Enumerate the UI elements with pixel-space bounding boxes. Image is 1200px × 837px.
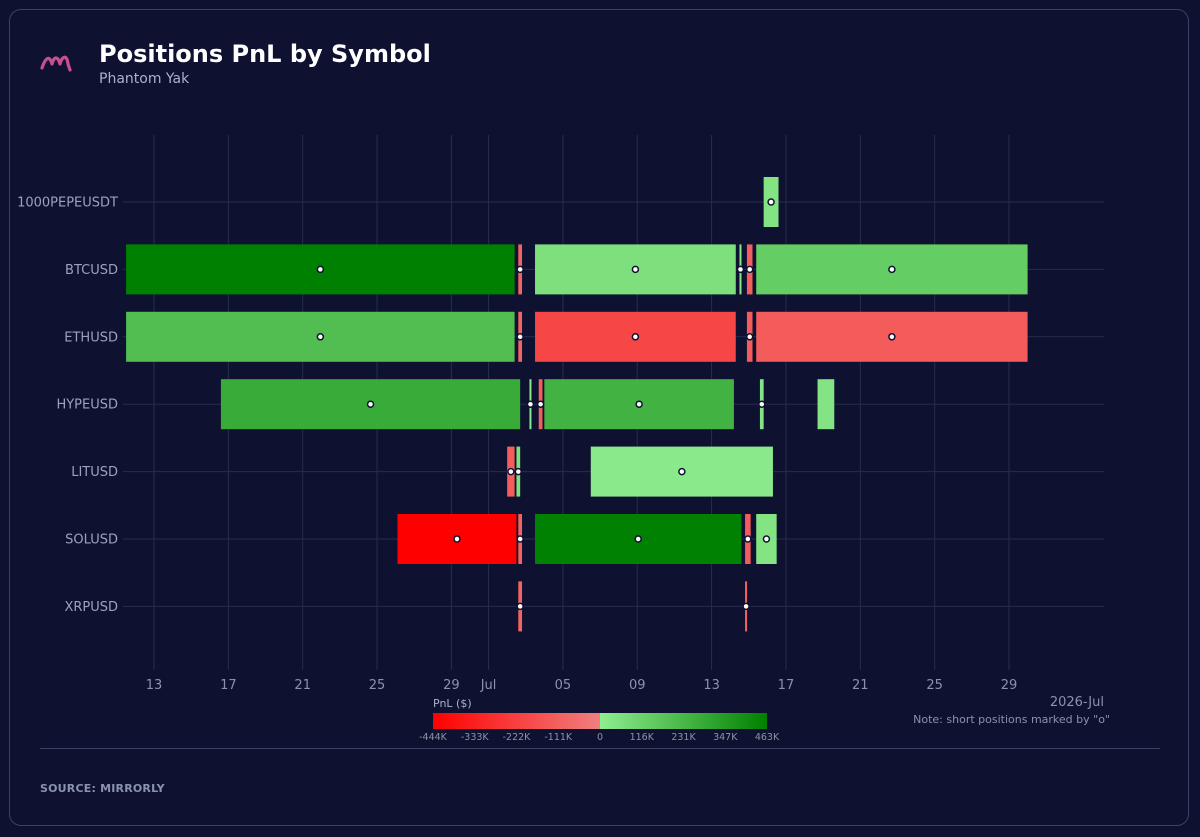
x-axis-period-label: 2026-Jul [1050,695,1104,710]
colorbar-tick-label: -222K [503,732,532,743]
short-marker [516,265,524,274]
short-position-markers [316,198,896,611]
y-tick-label: BTCUSD [65,263,118,278]
short-marker [745,265,754,274]
x-tick-label: 13 [703,678,720,693]
short-marker [767,198,775,206]
position-bar[interactable] [817,379,835,430]
colorbar-tick-label: 463K [755,732,780,743]
x-tick-label: Jul [480,678,497,693]
short-marker [366,400,375,408]
colorbar-label: PnL ($) [433,697,472,710]
short-marker [631,265,640,274]
short-marker [516,333,524,341]
x-tick-label: 17 [220,678,237,693]
page-title: Positions PnL by Symbol [99,40,431,68]
short-marker [536,400,545,408]
footer-divider [40,748,1160,749]
short-marker [678,467,686,476]
short-marker [762,535,771,543]
short-marker [736,265,745,274]
y-tick-label: SOLUSD [65,533,118,548]
short-marker [526,400,535,408]
colorbar-tick-label: 116K [630,732,655,743]
x-tick-label: 09 [629,678,646,693]
colorbar-tick-label: -444K [419,732,448,743]
x-tick-label: 17 [778,678,795,693]
positions-timeline-chart: 1000PEPEUSDT BTCUSD ETHUSD HYPEUSD LITUSD SOL… [17,135,1110,743]
short-marker [742,602,750,611]
mirrorly-m-logo-icon [40,55,72,72]
colorbar-negative-gradient [433,713,600,729]
source-label: SOURCE: MIRRORLY [40,782,165,795]
x-axis-labels: 13 17 21 25 29 Jul 05 09 13 17 21 25 29 [146,678,1018,693]
colorbar-tick-label: 0 [597,732,603,743]
short-positions-note: Note: short positions marked by "o" [913,713,1110,726]
x-tick-label: 05 [555,678,572,693]
short-marker [634,535,642,543]
y-axis-labels: 1000PEPEUSDT BTCUSD ETHUSD HYPEUSD LITUSD SOL… [17,196,118,615]
short-marker [888,265,896,274]
short-marker [316,333,325,341]
colorbar-positive-gradient [600,713,767,729]
short-marker [316,265,325,274]
x-tick-label: 25 [926,678,943,693]
short-marker [758,400,766,408]
y-tick-label: XRPUSD [64,600,118,615]
x-tick-label: 21 [852,678,869,693]
pnl-colorbar: PnL ($) -444K -333K -222K -111K 0 116K 231K 347… [419,697,780,743]
x-tick-label: 29 [443,678,460,693]
colorbar-tick-label: 347K [713,732,738,743]
y-tick-label: ETHUSD [64,330,118,345]
short-marker [888,333,896,341]
short-marker [453,535,461,543]
short-marker [635,400,643,408]
short-marker [507,467,515,476]
short-marker [631,333,640,341]
x-tick-label: 25 [369,678,386,693]
y-tick-label: 1000PEPEUSDT [17,196,118,211]
short-marker [516,535,524,543]
y-tick-label: HYPEUSD [56,398,118,413]
short-marker [514,467,523,476]
colorbar-tick-label: 231K [671,732,696,743]
short-marker [516,602,524,611]
x-tick-label: 29 [1001,678,1018,693]
y-tick-label: LITUSD [71,465,118,480]
colorbar-tick-label: -333K [461,732,490,743]
x-tick-label: 13 [146,678,163,693]
page-subtitle: Phantom Yak [99,71,190,87]
colorbar-tick-label: -111K [544,732,573,743]
short-marker [745,333,754,341]
short-marker [744,535,752,543]
x-tick-label: 21 [294,678,311,693]
